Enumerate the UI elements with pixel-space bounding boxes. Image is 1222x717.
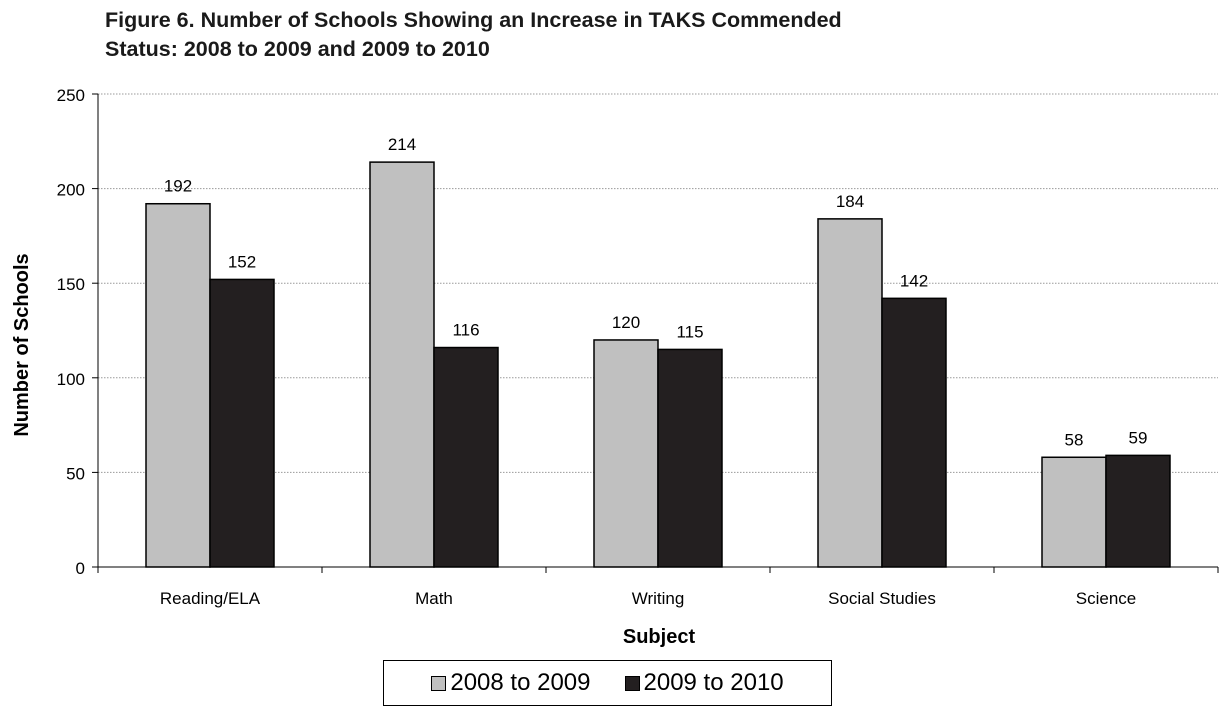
gridlines [98,93,1218,473]
legend-item-2008-2009: 2008 to 2009 [431,669,591,697]
data-label: 214 [388,135,416,154]
legend: 2008 to 2009 2009 to 2010 [383,660,832,706]
y-tick-label: 100 [57,370,85,389]
y-tick-label: 150 [57,275,85,294]
bar-2008-2009 [817,218,883,568]
data-label: 184 [836,192,864,211]
legend-swatch-2008-2009 [431,675,447,691]
x-tick-label: Math [415,589,453,608]
bar-2008-2009 [1041,456,1107,568]
bar-2008-2009 [145,202,211,568]
legend-item-2009-2010: 2009 to 2010 [624,669,784,697]
data-label: 120 [612,313,640,332]
data-label: 192 [164,177,192,196]
y-axis-label: Number of Schools [11,253,33,436]
y-tick-label: 200 [57,181,85,200]
data-label: 115 [676,322,703,341]
y-tick-label: 0 [76,559,85,578]
data-label: 59 [1129,428,1148,447]
x-tick-label: Reading/ELA [160,589,261,608]
data-label: 152 [228,252,256,271]
x-axis-label: Subject [623,626,696,648]
bar-2008-2009 [593,339,659,568]
data-label: 142 [900,271,928,290]
x-axis: Reading/ELA Math Writing Social Studies Scie… [97,566,1219,608]
y-axis: 0 50 100 150 200 250 [57,86,99,578]
bar-2009-2010 [881,297,947,568]
y-tick-label: 250 [57,86,85,105]
data-label: 116 [452,321,479,340]
legend-swatch-2009-2010 [624,675,640,691]
legend-label-2009-2010: 2009 to 2010 [643,669,784,696]
legend-label-2008-2009: 2008 to 2009 [450,669,591,696]
bar-2008-2009 [369,161,435,568]
bars: 192 152 214 116 120 115 184 142 58 59 [145,135,1171,568]
y-tick-label: 50 [66,464,85,483]
bar-2009-2010 [1105,454,1171,568]
x-tick-label: Writing [632,589,685,608]
bar-2009-2010 [657,348,723,568]
x-tick-label: Science [1076,589,1136,608]
data-label: 58 [1065,430,1084,449]
chart-title: Figure 6. Number of Schools Showing an I… [105,6,1105,64]
x-tick-label: Social Studies [828,589,936,608]
chart-title-line-2: Status: 2008 to 2009 and 2009 to 2010 [105,37,490,61]
bar-2009-2010 [209,278,275,568]
chart-title-line-1: Figure 6. Number of Schools Showing an I… [105,8,842,32]
bar-2009-2010 [433,346,499,568]
